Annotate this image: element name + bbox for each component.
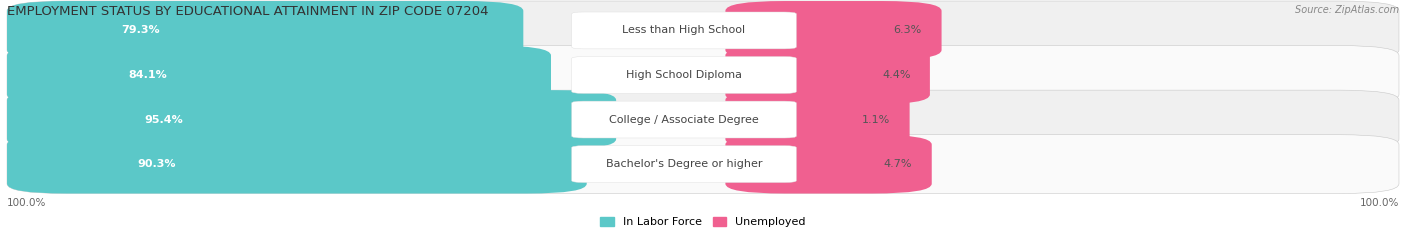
- FancyBboxPatch shape: [572, 146, 796, 182]
- FancyBboxPatch shape: [572, 12, 796, 49]
- Text: High School Diploma: High School Diploma: [626, 70, 742, 80]
- FancyBboxPatch shape: [572, 57, 796, 93]
- Text: 79.3%: 79.3%: [121, 25, 160, 35]
- FancyBboxPatch shape: [7, 46, 1399, 104]
- FancyBboxPatch shape: [725, 46, 929, 104]
- Text: 1.1%: 1.1%: [862, 115, 890, 125]
- FancyBboxPatch shape: [7, 90, 616, 149]
- FancyBboxPatch shape: [7, 46, 551, 104]
- FancyBboxPatch shape: [572, 101, 796, 138]
- Text: 4.7%: 4.7%: [884, 159, 912, 169]
- FancyBboxPatch shape: [7, 1, 523, 60]
- Text: 4.4%: 4.4%: [882, 70, 911, 80]
- Text: College / Associate Degree: College / Associate Degree: [609, 115, 759, 125]
- Text: 100.0%: 100.0%: [7, 198, 46, 208]
- Text: Source: ZipAtlas.com: Source: ZipAtlas.com: [1295, 5, 1399, 15]
- FancyBboxPatch shape: [725, 135, 932, 194]
- FancyBboxPatch shape: [725, 90, 910, 149]
- FancyBboxPatch shape: [7, 135, 1399, 194]
- Text: EMPLOYMENT STATUS BY EDUCATIONAL ATTAINMENT IN ZIP CODE 07204: EMPLOYMENT STATUS BY EDUCATIONAL ATTAINM…: [7, 5, 488, 18]
- Text: Bachelor's Degree or higher: Bachelor's Degree or higher: [606, 159, 762, 169]
- Text: 100.0%: 100.0%: [1360, 198, 1399, 208]
- Text: Less than High School: Less than High School: [623, 25, 745, 35]
- FancyBboxPatch shape: [7, 1, 1399, 60]
- Legend: In Labor Force, Unemployed: In Labor Force, Unemployed: [600, 217, 806, 227]
- FancyBboxPatch shape: [7, 135, 586, 194]
- Text: 90.3%: 90.3%: [138, 159, 176, 169]
- Text: 6.3%: 6.3%: [894, 25, 922, 35]
- FancyBboxPatch shape: [725, 1, 942, 60]
- Text: 95.4%: 95.4%: [145, 115, 183, 125]
- FancyBboxPatch shape: [7, 90, 1399, 149]
- Text: 84.1%: 84.1%: [128, 70, 167, 80]
